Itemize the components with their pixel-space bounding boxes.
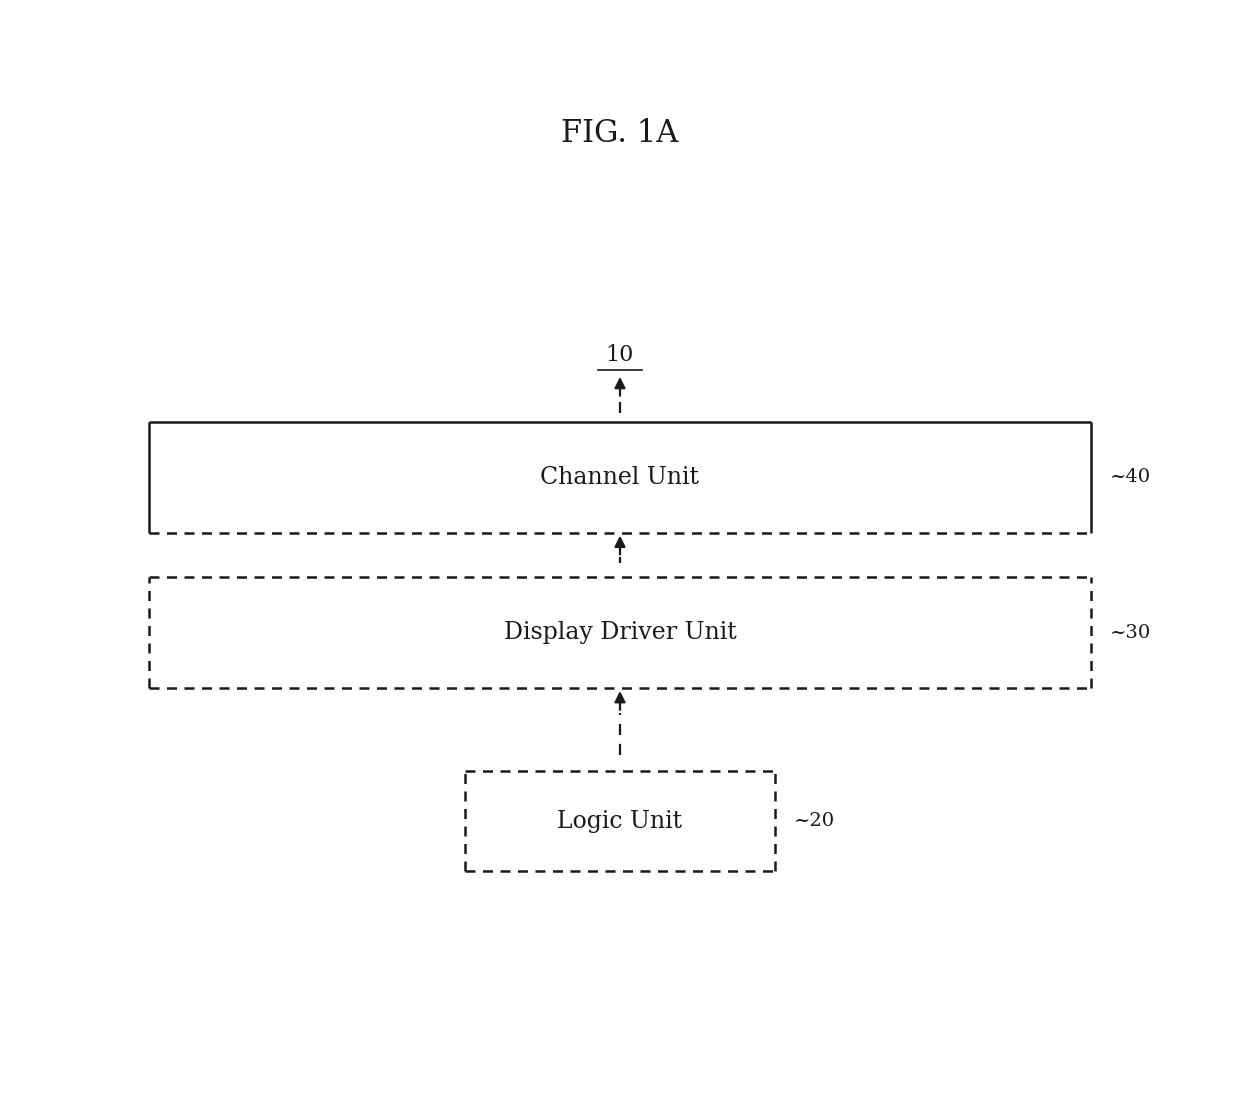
Text: Logic Unit: Logic Unit [558,810,682,832]
Text: ~30: ~30 [1110,624,1151,642]
Text: ~40: ~40 [1110,468,1151,486]
Text: 10: 10 [606,344,634,366]
Text: ~20: ~20 [794,813,835,830]
Text: Display Driver Unit: Display Driver Unit [503,622,737,644]
Text: FIG. 1A: FIG. 1A [562,118,678,149]
Text: Channel Unit: Channel Unit [541,466,699,488]
